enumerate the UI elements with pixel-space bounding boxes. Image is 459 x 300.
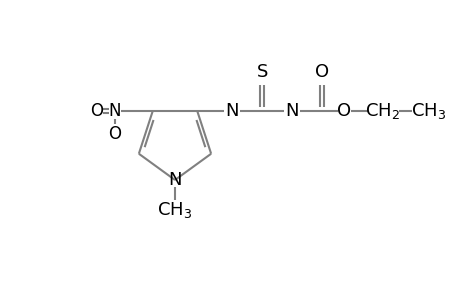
Text: CH$_3$: CH$_3$ — [157, 200, 192, 220]
Text: N: N — [168, 171, 181, 189]
Text: S: S — [256, 63, 268, 81]
Text: O: O — [336, 102, 351, 120]
Text: O: O — [90, 102, 103, 120]
Text: CH$_2$: CH$_2$ — [364, 101, 399, 121]
Text: O: O — [314, 63, 329, 81]
Text: N: N — [285, 102, 298, 120]
Text: CH$_3$: CH$_3$ — [410, 101, 445, 121]
Text: N: N — [108, 102, 121, 120]
Text: O: O — [108, 125, 121, 143]
Text: N: N — [225, 102, 239, 120]
